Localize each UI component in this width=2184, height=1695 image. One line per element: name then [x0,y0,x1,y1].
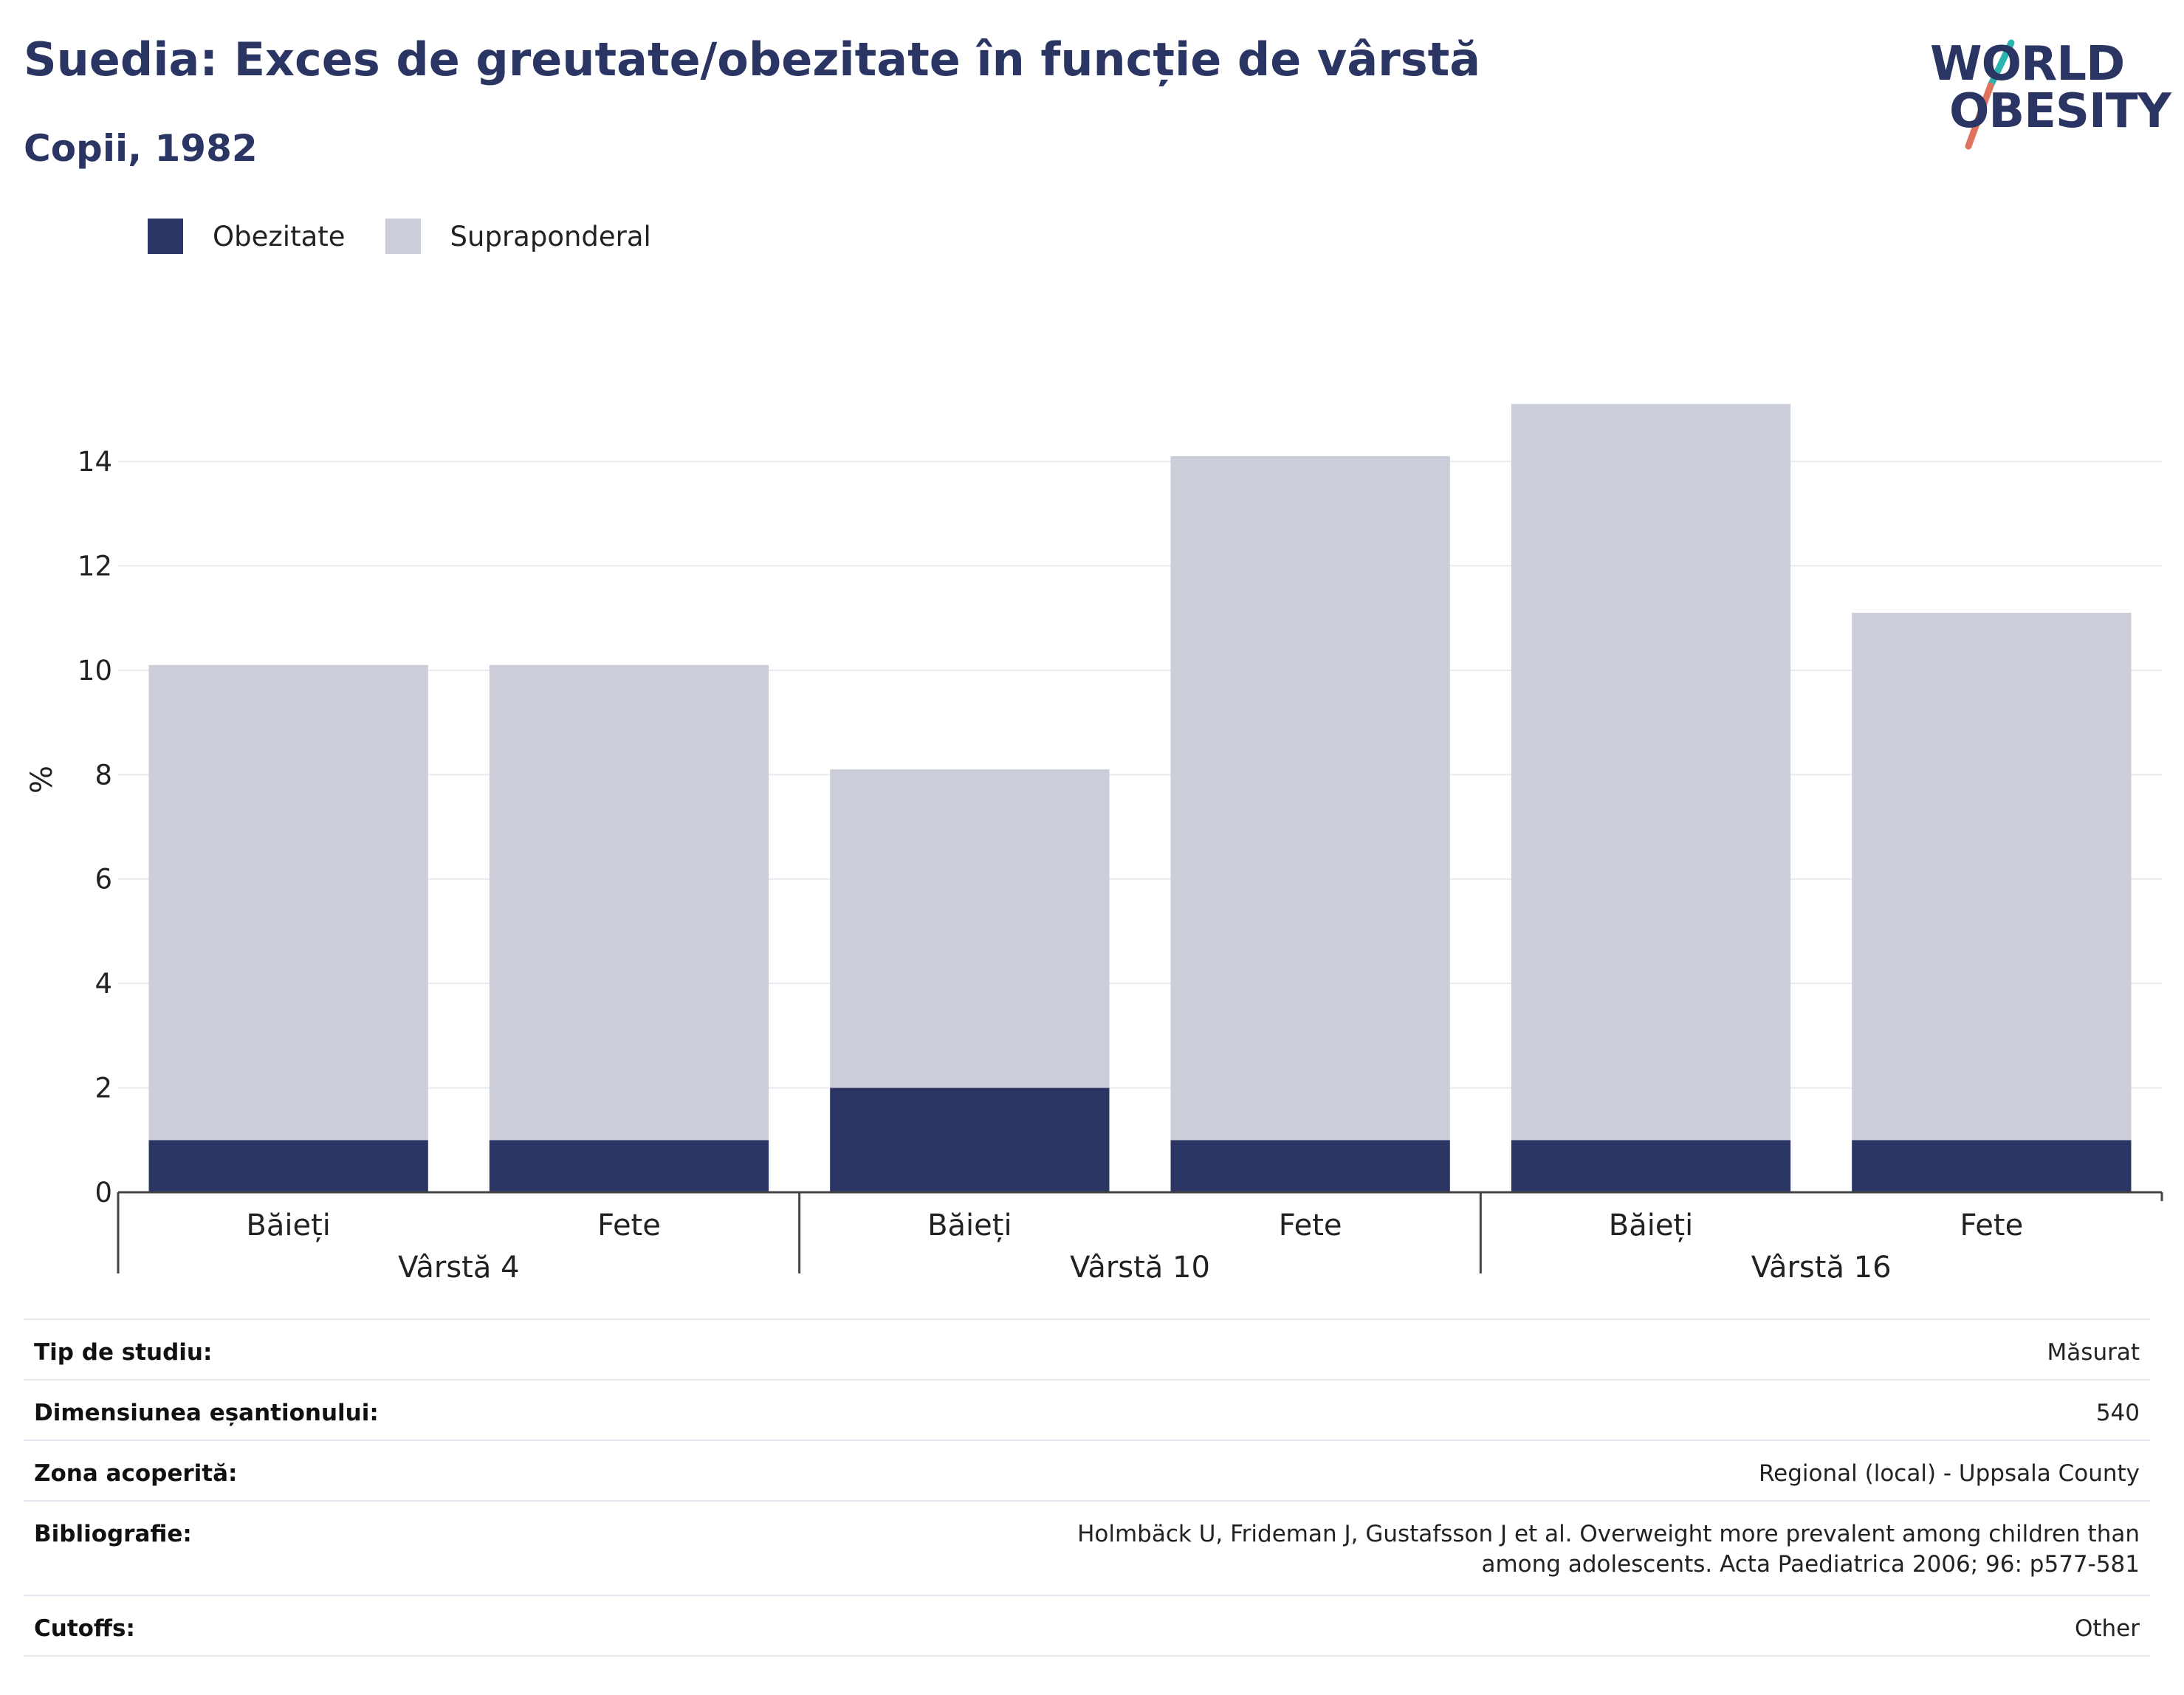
legend-item-obezitate[interactable]: Obezitate [148,219,346,254]
bar-obezitate-4 [1511,1140,1791,1192]
info-label: Zona acoperită: [24,1440,487,1502]
info-label: Cutoffs: [24,1595,487,1657]
y-tick-label: 4 [95,968,112,1000]
y-tick-label: 14 [78,446,112,478]
x-tick-label: Băieți [246,1208,330,1242]
y-tick-label: 12 [78,550,112,582]
x-group-label: Vârstă 10 [1070,1251,1210,1285]
info-row-sample-size: Dimensiunea eșantionului: 540 [24,1379,2150,1441]
legend-swatch-obezitate [148,219,183,254]
bar-obezitate-5 [1852,1140,2132,1192]
y-tick-label: 6 [95,864,112,895]
study-info-table: Tip de studiu: Măsurat Dimensiunea eșant… [24,1318,2150,1657]
bar-obezitate-2 [830,1087,1110,1192]
info-value: Other [487,1595,2150,1657]
legend: Obezitate Supraponderal [148,219,691,254]
y-axis-label: % [25,766,59,794]
info-label: Bibliografie: [24,1500,487,1596]
y-tick-label: 0 [95,1177,112,1208]
info-value: 540 [487,1379,2150,1441]
info-row-study-type: Tip de studiu: Măsurat [24,1318,2150,1381]
chart-title: Suedia: Exces de greutate/obezitate în f… [24,32,1481,86]
y-tick-label: 8 [95,759,112,791]
x-tick-label: Fete [1960,1208,2023,1242]
logo-text-line-2: OBESITY [1949,84,2171,139]
world-obesity-logo: WORLD OBESITY [1927,21,2171,154]
x-group-label: Vârstă 4 [398,1251,519,1285]
info-value: Măsurat [487,1318,2150,1381]
y-tick-label: 10 [78,655,112,687]
bar-obezitate-1 [489,1140,769,1192]
info-row-area-covered: Zona acoperită: Regional (local) - Uppsa… [24,1440,2150,1502]
info-value: Regional (local) - Uppsala County [487,1440,2150,1502]
bar-supraponderal-4 [1511,404,1791,1141]
x-tick-label: Băieți [927,1208,1012,1242]
bar-chart: 0 2 4 6 8 10 12 14% Băieți Fete Băieți Fete Băieți Fe… [25,404,2163,1285]
info-label: Dimensiunea eșantionului: [24,1379,487,1441]
bar-obezitate-3 [1170,1140,1450,1192]
legend-item-supraponderal[interactable]: Supraponderal [385,219,651,254]
info-label: Tip de studiu: [24,1318,487,1381]
legend-label-supraponderal: Supraponderal [450,220,651,252]
bar-supraponderal-0 [148,664,428,1141]
legend-label-obezitate: Obezitate [213,220,346,252]
bar-supraponderal-2 [830,769,1110,1088]
x-group-label: Vârstă 16 [1751,1251,1892,1285]
info-value: Holmbäck U, Frideman J, Gustafsson J et … [487,1500,2150,1596]
bar-supraponderal-1 [489,664,769,1141]
x-tick-label: Băieți [1609,1208,1693,1242]
info-row-bibliography: Bibliografie: Holmbäck U, Frideman J, Gu… [24,1500,2150,1596]
info-row-cutoffs: Cutoffs: Other [24,1595,2150,1657]
x-tick-label: Fete [597,1208,661,1242]
legend-swatch-supraponderal [385,219,421,254]
x-tick-label: Fete [1279,1208,1342,1242]
bar-supraponderal-3 [1170,455,1450,1141]
bar-supraponderal-5 [1852,613,2132,1141]
bar-obezitate-0 [148,1140,428,1192]
logo-slash-icon [1965,39,2015,150]
chart-subtitle: Copii, 1982 [24,127,258,170]
logo-text-line-1: WORLD [1930,37,2125,92]
y-tick-label: 2 [95,1073,112,1104]
